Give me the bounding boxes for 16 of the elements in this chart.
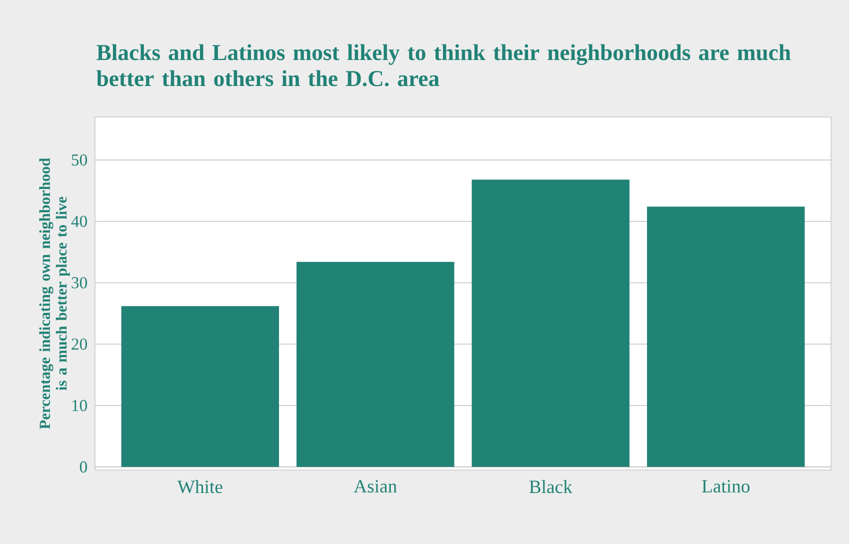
- y-tick-label: 0: [80, 461, 87, 473]
- y-tick-label: 40: [71, 216, 87, 227]
- x-tick-label: Black: [529, 480, 572, 494]
- y-tick-label: 10: [72, 400, 87, 412]
- x-tick-label: Asian: [354, 480, 397, 493]
- bar: [472, 180, 630, 467]
- y-axis-title: Percentage indicating own neighborhood is a much better place to live: [39, 158, 70, 429]
- x-tick-label: Latino: [702, 480, 750, 493]
- bar: [647, 206, 805, 467]
- y-tick-label: 30: [72, 277, 87, 288]
- y-tick-label: 50: [72, 154, 87, 166]
- y-tick-label: 20: [72, 338, 87, 350]
- chart-title: Blacks and Latinos most likely to think their neighborhoods are much better than others in the D.C. area: [96, 44, 791, 86]
- bar: [121, 306, 280, 467]
- bar: [296, 262, 454, 467]
- x-tick-label: White: [177, 480, 222, 494]
